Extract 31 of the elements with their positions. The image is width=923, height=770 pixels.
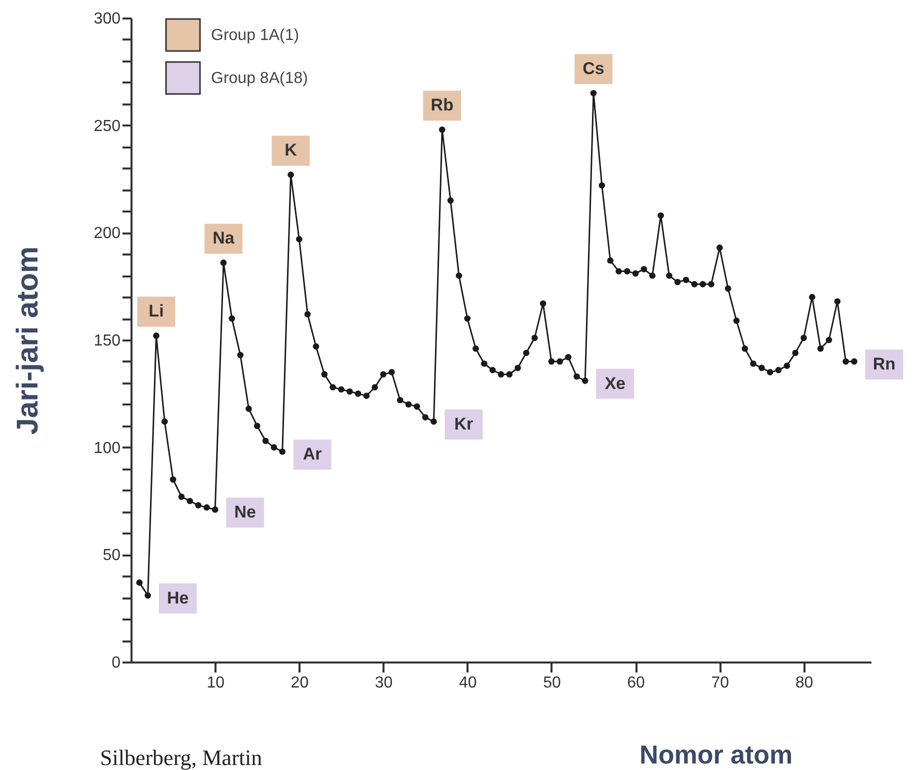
x-tick-label: 60 — [627, 674, 646, 692]
x-tick-label: 40 — [458, 674, 477, 692]
y-tick-label: 0 — [112, 654, 121, 672]
annotation: Ar — [302, 444, 322, 464]
annotation: Group 1A(1) — [211, 27, 300, 44]
annotation: Rn — [872, 354, 896, 374]
y-tick-label: 150 — [94, 332, 121, 350]
annotation: Kr — [454, 414, 474, 434]
annotation: Ne — [234, 502, 256, 522]
annotation: Na — [212, 228, 235, 248]
annotation: Rb — [430, 96, 454, 115]
x-axis-title: Nomor atom — [640, 740, 793, 770]
y-tick-label: 100 — [94, 440, 121, 457]
x-tick-label: 20 — [290, 674, 309, 692]
x-tick-label: 50 — [543, 674, 561, 692]
annotation: Xe — [604, 374, 626, 393]
annotation: Li — [148, 302, 164, 321]
y-tick-label: 50 — [102, 547, 121, 564]
x-tick-label: 10 — [206, 674, 225, 692]
y-tick-label: 300 — [94, 10, 121, 28]
annotation: He — [166, 588, 189, 608]
x-tick-label: 70 — [711, 674, 730, 692]
y-axis-title: Jari-jari atom — [12, 246, 44, 435]
x-tick-label: 80 — [795, 674, 814, 692]
y-tick-label: 250 — [94, 118, 121, 135]
y-tick-label: 200 — [94, 225, 121, 242]
text: Silberberg, Martin — [100, 745, 262, 770]
annotation: K — [284, 140, 298, 160]
annotation: Cs — [582, 59, 604, 78]
x-tick-label: 30 — [374, 674, 393, 692]
annotation: Group 8A(18) — [211, 70, 308, 87]
